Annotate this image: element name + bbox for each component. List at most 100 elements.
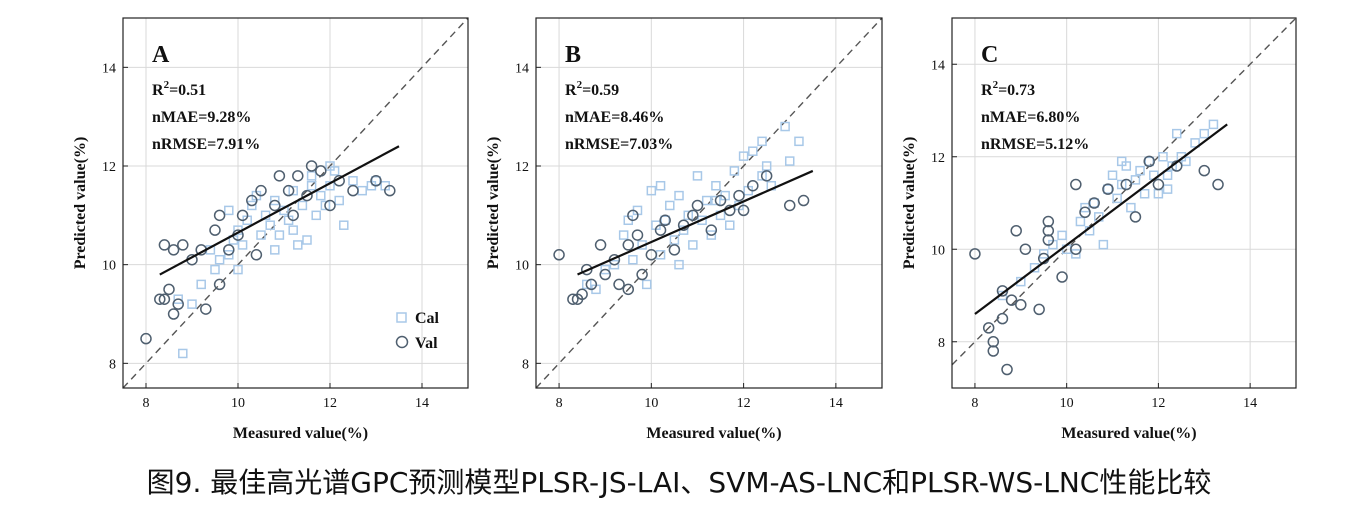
cal-point xyxy=(274,230,285,240)
cal-point xyxy=(655,180,666,191)
cal-point xyxy=(618,230,629,240)
cal-point xyxy=(1116,179,1127,190)
cal-point xyxy=(270,245,280,255)
cal-point xyxy=(1135,165,1145,176)
val-point xyxy=(1005,294,1018,306)
cal-point xyxy=(581,279,592,290)
cal-point xyxy=(173,294,183,304)
cal-point xyxy=(1103,184,1113,194)
cal-point xyxy=(293,240,303,250)
val-point xyxy=(158,239,171,251)
cal-point xyxy=(688,240,698,250)
val-point xyxy=(223,244,235,256)
cal-point xyxy=(757,136,767,147)
val-point xyxy=(1088,197,1100,209)
cal-point xyxy=(692,171,703,181)
val-point xyxy=(200,303,212,315)
cal-point xyxy=(1126,202,1136,213)
one-to-one-line xyxy=(951,17,1297,366)
x-axis-label: Measured value(%) xyxy=(233,425,368,442)
val-point xyxy=(969,248,981,260)
cal-point xyxy=(1190,138,1200,148)
cal-point xyxy=(1057,230,1067,241)
cal-point xyxy=(1080,202,1090,213)
val-point xyxy=(631,229,644,241)
y-tick-label: 14 xyxy=(931,58,945,73)
cal-point xyxy=(178,348,188,359)
val-point xyxy=(305,160,318,172)
cal-point xyxy=(609,259,620,270)
val-point xyxy=(269,199,281,212)
cal-point xyxy=(738,151,749,161)
cal-point xyxy=(237,240,248,250)
val-point xyxy=(209,224,221,236)
r2-symbol: R xyxy=(565,82,577,99)
r2-stat: R2=0.51 xyxy=(152,79,206,99)
chart-panel-b: 8 10 12 14 8 10 12 14 Measured value(%) Predicted… xyxy=(485,17,883,442)
one-to-one-line xyxy=(535,17,883,389)
y-tick-label: 8 xyxy=(522,357,529,372)
val-point xyxy=(384,184,396,197)
cal-point xyxy=(669,235,680,245)
cal-point xyxy=(316,190,326,201)
val-point xyxy=(246,194,258,207)
fit-line xyxy=(159,145,400,276)
r2-superscript: 2 xyxy=(577,79,583,91)
cal-point xyxy=(302,235,312,245)
r2-superscript: 2 xyxy=(993,79,999,91)
cal-point xyxy=(306,180,317,191)
nrmse-stat: nRMSE=7.03% xyxy=(565,136,673,153)
panel-letter: C xyxy=(981,42,998,68)
chart-panel-c: 8 10 12 14 8 10 12 14 Measured value(%) Predicted… xyxy=(901,17,1297,442)
x-tick-label: 14 xyxy=(415,396,429,411)
cal-point xyxy=(1144,156,1154,167)
cal-point xyxy=(1089,198,1099,208)
x-axis-label: Measured value(%) xyxy=(646,425,781,442)
y-tick-label: 12 xyxy=(102,160,116,175)
cal-point xyxy=(325,161,335,171)
val-point xyxy=(1010,225,1022,237)
val-point xyxy=(668,244,681,256)
cal-point xyxy=(794,136,804,147)
cal-point xyxy=(288,225,298,235)
val-point xyxy=(1212,178,1224,191)
cal-point xyxy=(196,279,206,290)
chart-panel-a: 8 10 12 14 8 10 12 14 Measured value(%) Predicted… xyxy=(72,17,469,442)
val-point xyxy=(177,239,189,251)
cal-point xyxy=(334,195,344,206)
cal-point xyxy=(1029,263,1040,273)
val-point xyxy=(301,189,313,202)
x-tick-label: 12 xyxy=(1151,396,1165,411)
cal-point xyxy=(641,279,652,290)
val-point xyxy=(1102,183,1114,195)
cal-point xyxy=(761,161,772,171)
legend: Cal Val xyxy=(395,310,440,352)
cal-point xyxy=(711,180,721,191)
nmae-stat: nMAE=8.46% xyxy=(565,109,664,126)
val-point xyxy=(287,209,299,222)
cal-point xyxy=(247,200,257,211)
cal-point xyxy=(1112,193,1122,204)
legend-cal-label: Cal xyxy=(415,310,440,327)
val-point xyxy=(599,268,611,281)
r2-value: =0.73 xyxy=(998,82,1035,99)
val-point xyxy=(659,214,671,227)
val-point xyxy=(645,249,658,261)
nrmse-stat: nRMSE=7.91% xyxy=(152,136,260,153)
cal-point xyxy=(646,185,657,196)
val-point xyxy=(1019,243,1032,255)
x-axis-label: Measured value(%) xyxy=(1061,425,1196,442)
val-point xyxy=(140,332,152,345)
r2-value: =0.59 xyxy=(582,82,619,99)
val-point xyxy=(236,209,249,222)
val-point xyxy=(1070,243,1082,255)
figure: 8 10 12 14 8 10 12 14 Measured value(%) Predicted… xyxy=(72,17,1297,442)
cal-point xyxy=(1075,216,1086,227)
val-point xyxy=(255,184,267,197)
val-point xyxy=(691,199,704,212)
val-point xyxy=(1033,303,1045,316)
cal-point xyxy=(311,210,321,221)
val-point xyxy=(213,278,226,291)
cal-point xyxy=(1199,128,1210,139)
val-point xyxy=(1143,155,1155,168)
